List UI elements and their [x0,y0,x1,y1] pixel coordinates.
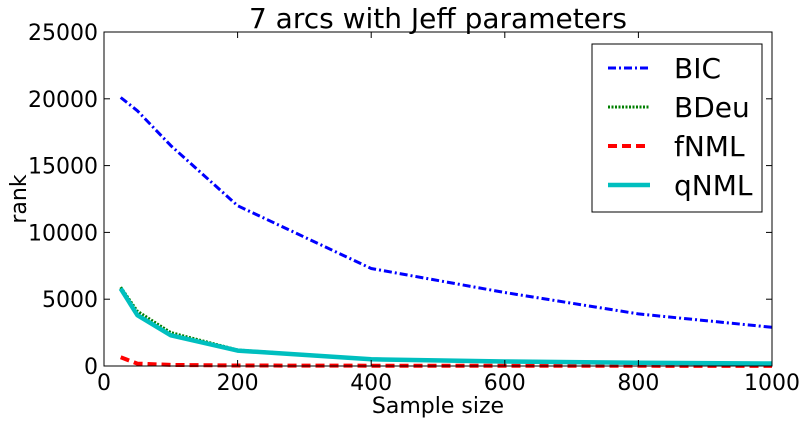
axis-ticks: 0 200 400 600 800 100005000100001500020000250… [28,21,800,396]
x-tick-label: 0 [97,371,111,396]
legend-label-fnml: fNML [674,130,745,163]
legend-label-qnml: qNML [674,169,753,202]
series-line-bdeu [119,286,773,365]
x-tick-label: 800 [617,371,659,396]
series-line-bic [119,96,773,329]
chart-title: 7 arcs with Jeff parameters [249,2,627,35]
y-tick-label: 5000 [42,288,98,313]
legend-label-bic: BIC [674,52,721,85]
x-tick-label: 400 [350,371,392,396]
series-line-qnml [118,287,773,366]
x-tick-label: 200 [217,371,259,396]
plot-area-frame [103,31,773,367]
y-axis-label: rank [7,174,32,223]
legend-label-bdeu: BDeu [674,91,750,124]
legend: BIC BDeu fNML qNML [591,43,763,213]
y-tick-label: 0 [84,355,98,380]
y-tick-label: 20000 [28,88,98,113]
x-tick-label: 1000 [744,371,800,396]
y-tick-label: 10000 [28,221,98,246]
y-tick-label: 15000 [28,155,98,180]
y-tick-label: 25000 [28,21,98,46]
x-axis-label: Sample size [372,394,504,419]
x-tick-label: 600 [484,371,526,396]
